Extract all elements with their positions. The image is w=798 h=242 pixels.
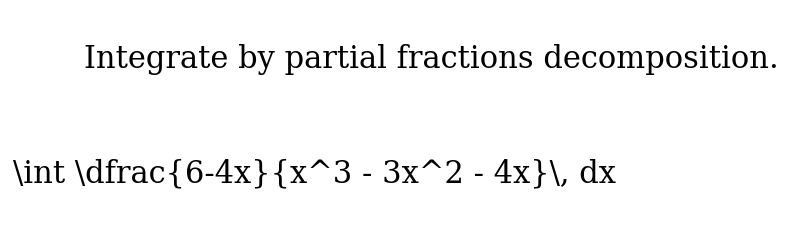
Text: \int \dfrac{6-4x}{x^3 - 3x^2 - 4x}\, dx: \int \dfrac{6-4x}{x^3 - 3x^2 - 4x}\, dx (13, 158, 615, 189)
Text: Integrate by partial fractions decomposition.: Integrate by partial fractions decomposi… (85, 45, 779, 76)
